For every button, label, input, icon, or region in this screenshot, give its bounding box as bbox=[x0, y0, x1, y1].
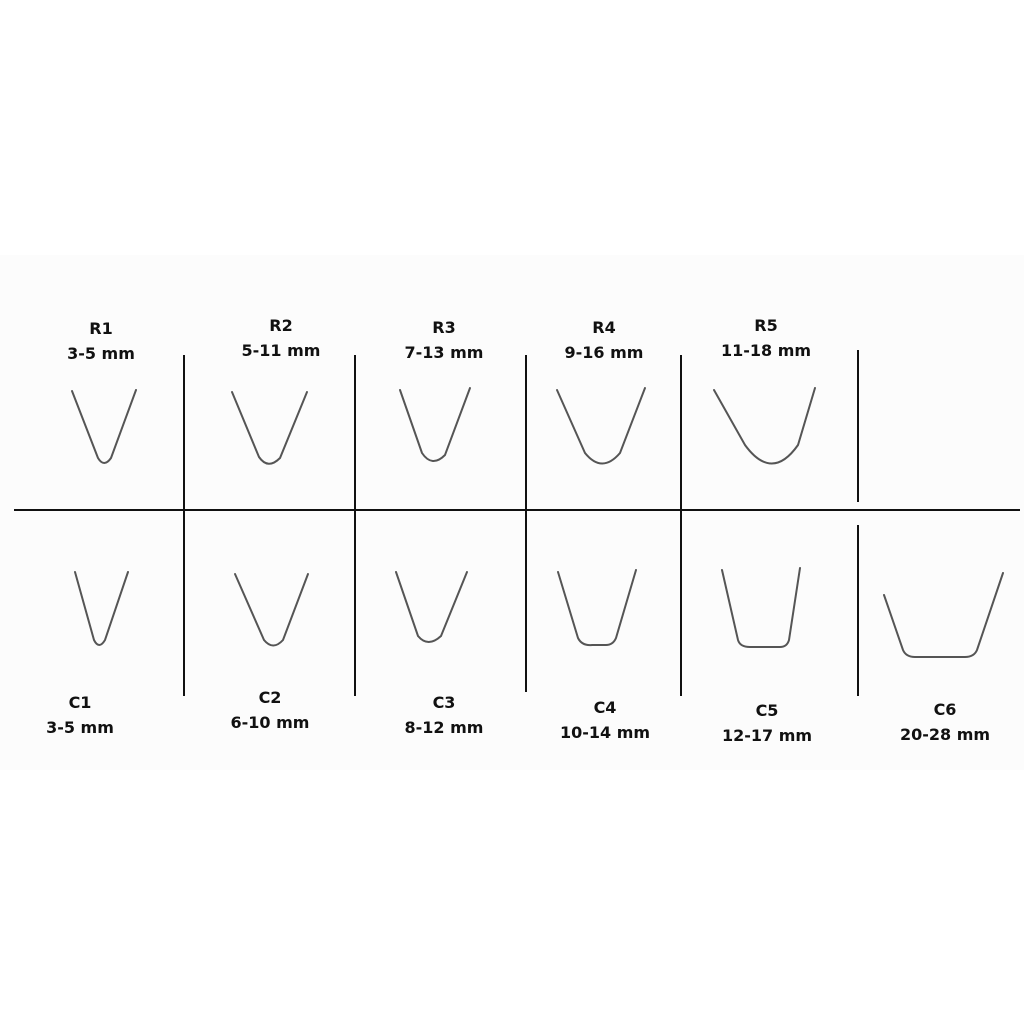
label-c1: C1 3-5 mm bbox=[46, 693, 114, 737]
label-c4: C4 10-14 mm bbox=[559, 698, 651, 742]
label-c6: C6 20-28 mm bbox=[899, 700, 991, 744]
wires bbox=[71, 387, 1004, 658]
label-r4: R4 9-16 mm bbox=[564, 318, 644, 362]
label-r5: R5 11-18 mm bbox=[720, 316, 812, 360]
wire-c6 bbox=[883, 572, 1004, 658]
wire-c5 bbox=[721, 567, 801, 648]
wire-c3 bbox=[395, 571, 468, 643]
label-c5: C5 12-17 mm bbox=[721, 701, 813, 745]
wire-c1 bbox=[74, 571, 129, 646]
label-c3: C3 8-12 mm bbox=[404, 693, 484, 737]
wire-r5 bbox=[713, 387, 816, 465]
wire-r3 bbox=[399, 387, 471, 462]
wire-c2 bbox=[234, 573, 309, 647]
wire-r4 bbox=[556, 387, 646, 465]
wire-r2 bbox=[231, 391, 308, 465]
label-r1: R1 3-5 mm bbox=[67, 319, 135, 363]
wire-r1 bbox=[71, 389, 137, 464]
wire-c4 bbox=[557, 569, 637, 647]
background-band bbox=[0, 255, 1024, 770]
label-r2: R2 5-11 mm bbox=[241, 316, 321, 360]
label-c2: C2 6-10 mm bbox=[230, 688, 310, 732]
grid-lines bbox=[14, 350, 1020, 696]
label-r3: R3 7-13 mm bbox=[404, 318, 484, 362]
